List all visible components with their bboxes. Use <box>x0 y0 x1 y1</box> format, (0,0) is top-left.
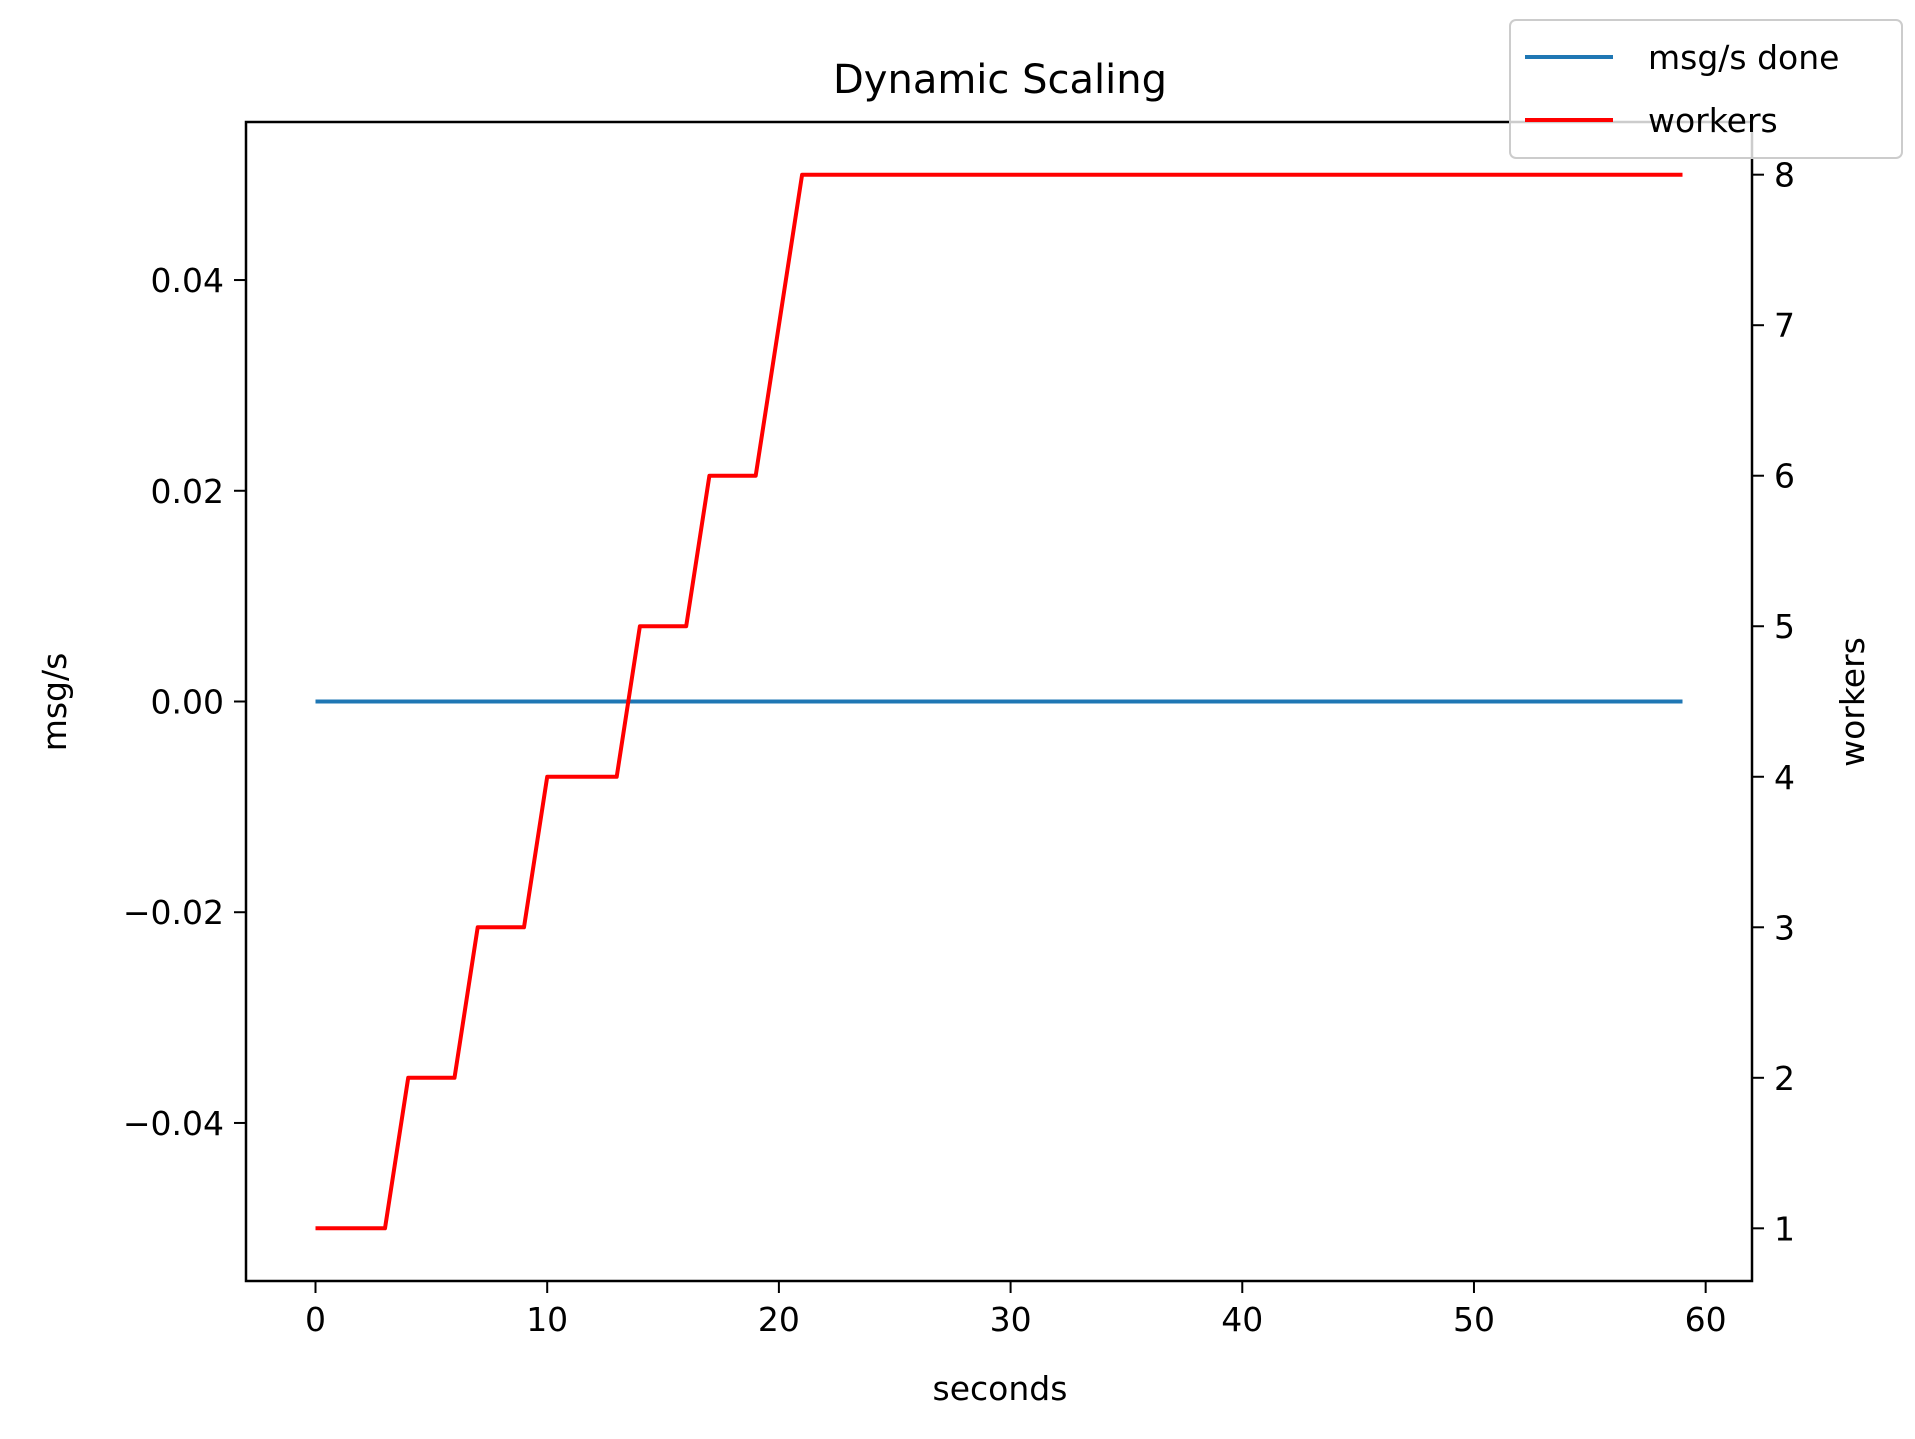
series-layer <box>315 172 1683 1231</box>
x-tick-label: 60 <box>1685 1300 1727 1339</box>
y2-tick-label: 3 <box>1774 908 1795 947</box>
x-tick-label: 10 <box>526 1300 568 1339</box>
legend-frame <box>1509 19 1903 159</box>
y-tick-label: 0.04 <box>151 261 224 300</box>
y-tick-label: 0.02 <box>151 472 224 511</box>
y2-tick-label: 1 <box>1774 1209 1795 1248</box>
x-axis-label: seconds <box>933 1369 1068 1408</box>
y2-tick-label: 4 <box>1774 758 1795 797</box>
y-tick-label: −0.04 <box>123 1104 224 1143</box>
legend: msg/s done workers <box>1509 19 1903 159</box>
ticks-layer: 0 10 20 30 40 50 60 −0.04 −0.02 0.00 0.02 0.04 1 2 3 4 5… <box>123 156 1795 1339</box>
y2-tick-label: 6 <box>1774 457 1795 496</box>
y2-tick-label: 5 <box>1774 607 1795 646</box>
y-tick-label: −0.02 <box>123 893 224 932</box>
y-axis-label: msg/s <box>35 653 74 752</box>
legend-label-workers: workers <box>1648 101 1778 140</box>
y2-tick-label: 8 <box>1774 156 1795 195</box>
x-tick-label: 50 <box>1453 1300 1495 1339</box>
x-tick-label: 40 <box>1221 1300 1263 1339</box>
y2-tick-label: 2 <box>1774 1059 1795 1098</box>
y-tick-label: 0.00 <box>151 683 224 722</box>
x-tick-label: 30 <box>990 1300 1032 1339</box>
legend-label-msg-s-done: msg/s done <box>1648 38 1839 77</box>
x-tick-label: 0 <box>305 1300 326 1339</box>
y2-axis-label: workers <box>1833 637 1872 767</box>
y2-tick-label: 7 <box>1774 306 1795 345</box>
series-line-workers <box>315 172 1683 1231</box>
chart-title: Dynamic Scaling <box>833 57 1167 103</box>
x-tick-label: 20 <box>758 1300 800 1339</box>
